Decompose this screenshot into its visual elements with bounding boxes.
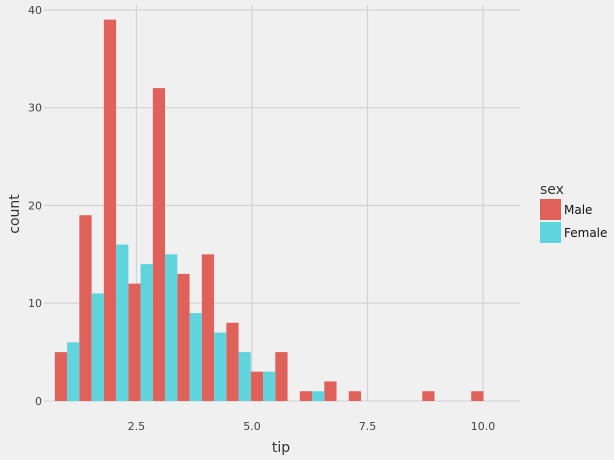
y-tick-label-0: 0	[35, 395, 42, 408]
legend-label-female: Female	[564, 226, 607, 240]
bar-male-4	[152, 88, 166, 402]
bar-female-0	[67, 342, 80, 401]
bar-female-7	[238, 352, 251, 401]
legend-key-male	[540, 199, 561, 220]
y-axis-title: count	[7, 194, 23, 234]
bar-female-1	[91, 293, 104, 401]
bar-female-3	[140, 264, 153, 401]
bar-female-6	[214, 332, 227, 401]
x-tick-label-0: 2.5	[128, 420, 146, 433]
y-tick-label-1: 10	[28, 297, 42, 310]
bar-male-8	[250, 371, 264, 401]
bar-male-17	[471, 391, 484, 401]
y-tick-label-3: 30	[28, 102, 42, 115]
x-tick-labels: 2.5 5.0 7.5 10.0	[128, 420, 496, 433]
bar-male-12	[348, 391, 362, 401]
bar-male-5	[177, 273, 190, 401]
bar-male-9	[275, 352, 288, 401]
bar-male-6	[201, 254, 215, 401]
x-tick-label-3: 10.0	[471, 420, 496, 433]
x-axis-title: tip	[272, 440, 290, 456]
legend-title: sex	[540, 182, 564, 198]
bars	[54, 19, 484, 402]
bar-female-4	[165, 254, 178, 401]
bar-female-5	[189, 313, 202, 401]
x-tick-label-1: 5.0	[243, 420, 261, 433]
bar-male-0	[54, 352, 68, 401]
bar-male-1	[79, 215, 92, 401]
bar-male-3	[128, 283, 141, 401]
bar-male-10	[299, 391, 313, 401]
legend: sex Male Female	[540, 182, 607, 243]
y-tick-labels: 0 10 20 30 40	[28, 4, 42, 408]
bar-male-11	[324, 381, 337, 401]
bar-male-7	[226, 322, 239, 401]
bar-male-2	[103, 19, 117, 401]
legend-items: Male Female	[540, 199, 607, 243]
y-tick-label-4: 40	[28, 4, 42, 17]
bar-female-8	[263, 371, 276, 401]
legend-label-male: Male	[564, 203, 592, 217]
bar-female-2	[116, 244, 129, 401]
bar-male-15	[422, 391, 435, 401]
y-tick-label-2: 20	[28, 199, 42, 212]
bar-female-10	[312, 391, 325, 401]
y-gridlines	[44, 9, 520, 402]
legend-key-female	[540, 222, 561, 243]
x-tick-label-2: 7.5	[359, 420, 377, 433]
